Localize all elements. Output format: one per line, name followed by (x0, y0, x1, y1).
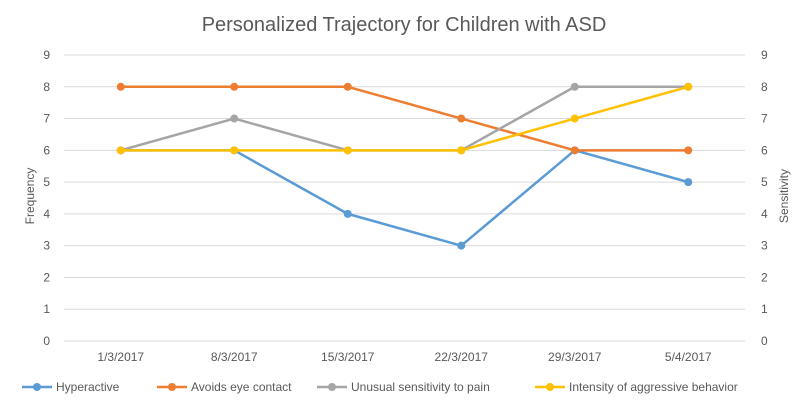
data-point (230, 146, 239, 155)
y2-tick-label: 2 (761, 270, 768, 284)
legend-marker (328, 383, 336, 391)
y-tick-label: 4 (43, 207, 50, 221)
legend-label: Avoids eye contact (191, 380, 292, 394)
y2-tick-label: 1 (761, 302, 768, 316)
legend-label: Hyperactive (56, 380, 120, 394)
data-point (343, 209, 352, 218)
legend-marker (546, 383, 554, 391)
data-point (457, 114, 466, 123)
legend: Hyperactive Avoids eye contact Unusual sen… (22, 380, 738, 394)
data-point (230, 82, 239, 91)
x-tick-label: 8/3/2017 (211, 350, 258, 364)
y-axis-label: Frequency (23, 168, 37, 225)
legend-marker (168, 383, 176, 391)
y-tick-label: 9 (43, 48, 50, 62)
y-tick-label: 7 (43, 112, 50, 126)
right-axis-ticks: 0 1 2 3 4 5 6 7 8 9 (761, 48, 768, 348)
y2-axis-label: Sensitivity (777, 169, 791, 223)
legend-marker (33, 383, 41, 391)
y2-tick-label: 4 (761, 207, 768, 221)
x-tick-label: 29/3/2017 (548, 350, 602, 364)
y2-tick-label: 7 (761, 112, 768, 126)
y-tick-label: 8 (43, 80, 50, 94)
y2-tick-label: 3 (761, 239, 768, 253)
chart-title: Personalized Trajectory for Children wit… (202, 14, 607, 36)
x-tick-label: 1/3/2017 (97, 350, 144, 364)
y2-tick-label: 6 (761, 143, 768, 157)
x-tick-label: 22/3/2017 (435, 350, 489, 364)
gridlines (64, 54, 745, 342)
x-tick-label: 15/3/2017 (321, 350, 375, 364)
data-point (570, 146, 579, 155)
y2-tick-label: 8 (761, 80, 768, 94)
data-point (457, 146, 466, 155)
data-point (570, 114, 579, 123)
data-point (116, 146, 125, 155)
data-point (343, 82, 352, 91)
x-tick-label: 5/4/2017 (665, 350, 712, 364)
series-layer (116, 82, 693, 250)
data-point (116, 82, 125, 91)
y-tick-label: 0 (43, 334, 50, 348)
data-point (457, 241, 466, 250)
series-line (120, 85, 689, 152)
legend-label: Intensity of aggressive behavior (569, 380, 738, 394)
y-tick-label: 3 (43, 239, 50, 253)
legend-label: Unusual sensitivity to pain (351, 380, 490, 394)
data-point (570, 82, 579, 91)
data-point (230, 114, 239, 123)
y2-tick-label: 9 (761, 48, 768, 62)
y-tick-label: 5 (43, 175, 50, 189)
data-point (684, 146, 693, 155)
x-axis-ticks: 1/3/2017 8/3/2017 15/3/2017 22/3/2017 29/3/2… (97, 350, 712, 364)
series-line (120, 149, 689, 247)
y-tick-label: 6 (43, 143, 50, 157)
data-point (343, 146, 352, 155)
y2-tick-label: 0 (761, 334, 768, 348)
y-tick-label: 2 (43, 270, 50, 284)
left-axis-ticks: 0 1 2 3 4 5 6 7 8 9 (43, 48, 50, 348)
y-tick-label: 1 (43, 302, 50, 316)
data-point (684, 82, 693, 91)
y2-tick-label: 5 (761, 175, 768, 189)
data-point (684, 178, 693, 187)
series-line (120, 85, 689, 152)
